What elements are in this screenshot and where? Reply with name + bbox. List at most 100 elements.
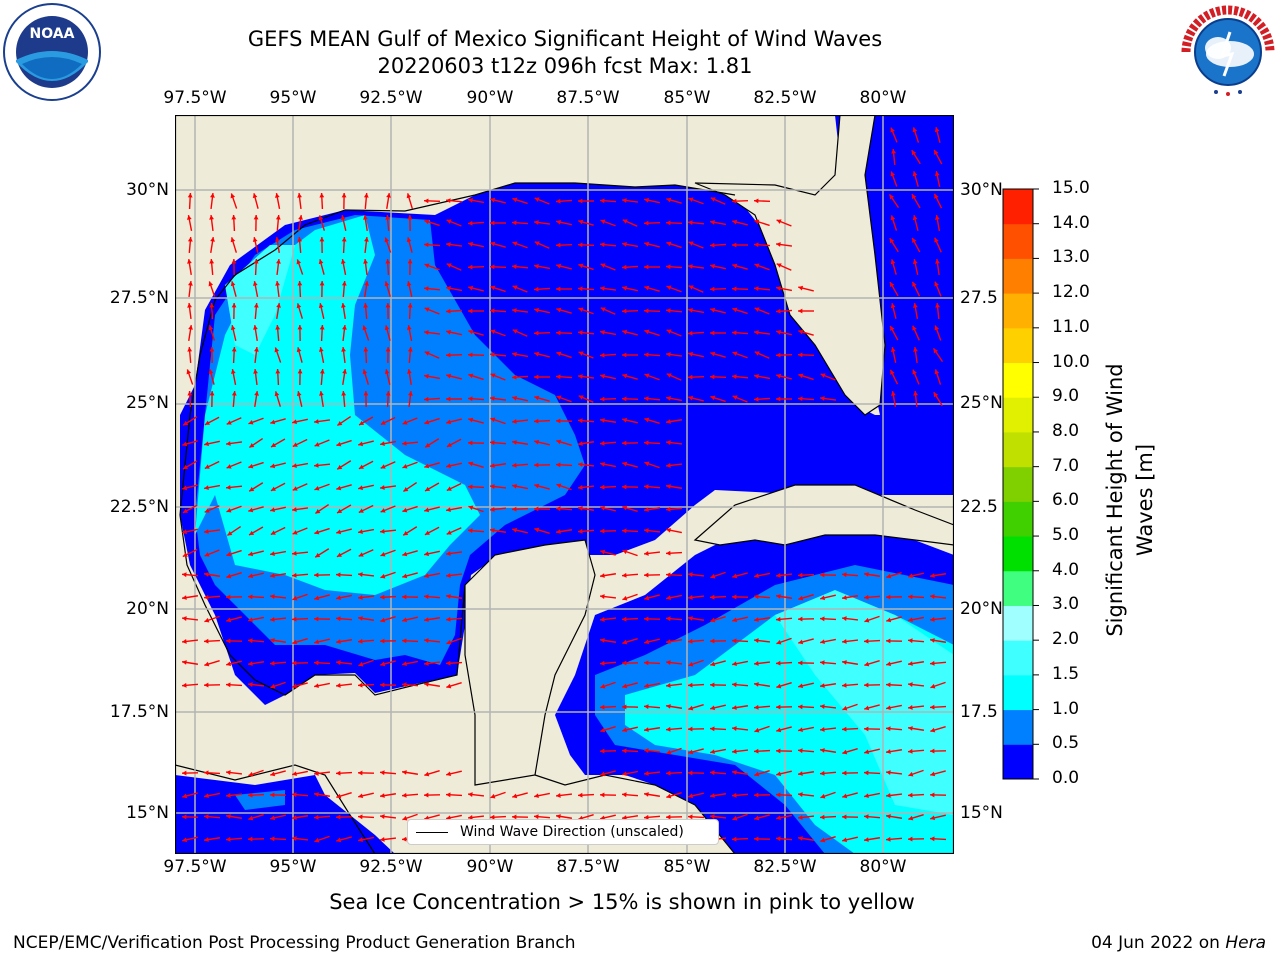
- wind-arrow-head: [424, 219, 430, 225]
- wind-arrow-head: [490, 241, 496, 247]
- wind-arrow-head: [297, 281, 303, 286]
- colorbar-segment: [1003, 431, 1033, 468]
- wind-arrow-head: [336, 441, 342, 447]
- wind-arrow-head: [385, 303, 391, 308]
- wind-arrow-head: [820, 595, 826, 601]
- wind-arrow-head: [226, 420, 232, 425]
- wind-arrow-head: [776, 727, 782, 733]
- wind-arrow-head: [446, 419, 452, 425]
- wind-arrow-head: [490, 507, 495, 512]
- wind-arrow-head: [248, 573, 254, 579]
- lat-label: 17.5: [960, 702, 998, 722]
- wind-arrow-head: [820, 639, 825, 645]
- wind-arrow-head: [666, 285, 672, 291]
- wind-arrow-head: [231, 303, 237, 308]
- wind-arrow-head: [424, 551, 429, 557]
- wind-arrow-head: [270, 419, 276, 425]
- wind-arrow-head: [403, 487, 409, 492]
- wind-arrow-head: [798, 595, 804, 601]
- wind-arrow-head: [424, 286, 429, 292]
- map-legend: Wind Wave Direction (unscaled): [407, 819, 719, 845]
- colorbar-tick-label: 11.0: [1052, 316, 1090, 337]
- wind-arrow-head: [644, 264, 649, 270]
- wind-arrow-head: [622, 505, 628, 511]
- wind-arrow-head: [182, 595, 187, 600]
- wind-arrow-head: [534, 439, 540, 445]
- wind-arrow-head: [666, 463, 671, 468]
- wind-arrow-head: [318, 259, 324, 265]
- wind-arrow-head: [798, 660, 803, 666]
- colorbar-segment: [1003, 501, 1033, 537]
- wind-arrow-head: [424, 617, 429, 622]
- wind-arrow-head: [710, 197, 716, 202]
- wind-arrow-head: [798, 572, 803, 578]
- lon-label: 87.5°W: [556, 88, 620, 108]
- wind-arrow-head: [732, 263, 738, 269]
- wind-arrow-head: [446, 660, 451, 666]
- wind-arrow-head: [384, 325, 390, 331]
- wind-arrow-head: [688, 814, 693, 820]
- wind-arrow-head: [364, 237, 369, 242]
- wind-arrow-head: [644, 595, 650, 601]
- wind-arrow-head: [226, 507, 232, 513]
- wind-arrow-head: [908, 771, 914, 777]
- wind-arrow-head: [204, 638, 209, 644]
- wind-arrow-head: [578, 286, 583, 292]
- wind-arrow-head: [600, 242, 605, 248]
- wind-arrow-head: [314, 595, 320, 601]
- wind-arrow-head: [292, 771, 297, 777]
- wind-arrow-head: [319, 281, 325, 286]
- colorbar-tick-label: 8.0: [1052, 420, 1080, 441]
- wind-arrow-head: [490, 220, 495, 226]
- wind-arrow-head: [534, 793, 539, 799]
- wind-arrow-head: [710, 793, 715, 798]
- wind-arrow-head: [336, 660, 341, 665]
- wind-arrow-head: [600, 660, 605, 666]
- wind-arrow-head: [622, 417, 628, 423]
- wind-arrow-head: [227, 531, 233, 536]
- wind-arrow-head: [446, 815, 451, 821]
- wind-arrow-head: [296, 347, 302, 353]
- wind-arrow-head: [644, 814, 649, 820]
- wind-arrow-head: [253, 215, 259, 220]
- wind-arrow-head: [314, 771, 319, 776]
- wind-arrow-head: [248, 638, 253, 644]
- wind-arrow-head: [886, 770, 891, 775]
- wind-arrow-head: [710, 263, 715, 269]
- wind-arrow-head: [380, 617, 386, 623]
- wind-arrow-head: [913, 347, 918, 352]
- lat-label: 22.5°N: [109, 497, 169, 517]
- wind-arrow-head: [380, 594, 385, 600]
- wind-arrow-head: [622, 396, 627, 402]
- wind-arrow-head: [578, 792, 583, 798]
- wind-arrow-head: [468, 198, 473, 203]
- wind-arrow-head: [842, 814, 847, 820]
- wind-arrow-head: [407, 303, 413, 308]
- wind-arrow-head: [204, 420, 210, 425]
- wind-arrow-head: [710, 749, 715, 755]
- wind-arrow-head: [842, 572, 847, 578]
- lon-label: 95°W: [269, 88, 317, 108]
- wind-arrow-head: [446, 594, 451, 599]
- wind-arrow-head: [912, 259, 918, 264]
- wind-arrow-head: [249, 486, 255, 492]
- wind-arrow-head: [754, 263, 760, 269]
- wind-arrow-head: [842, 595, 847, 600]
- colorbar-tick-label: 3.0: [1052, 594, 1080, 615]
- wind-arrow-head: [226, 638, 231, 644]
- wind-arrow-head: [358, 552, 364, 557]
- wind-arrow-head: [446, 683, 452, 689]
- wind-arrow-head: [798, 815, 803, 820]
- wind-arrow-head: [358, 529, 363, 534]
- wind-arrow-head: [622, 748, 627, 754]
- wind-arrow-head: [248, 463, 254, 469]
- wind-arrow-head: [424, 792, 429, 798]
- wind-arrow-head: [688, 220, 693, 226]
- wind-arrow-head: [182, 660, 187, 665]
- graticule: [175, 115, 954, 854]
- wind-arrow-head: [732, 374, 737, 380]
- wind-arrow-head: [666, 572, 671, 578]
- colorbar-segment: [1003, 709, 1033, 745]
- wind-arrow-head: [407, 369, 412, 374]
- wind-arrow-head: [754, 286, 759, 292]
